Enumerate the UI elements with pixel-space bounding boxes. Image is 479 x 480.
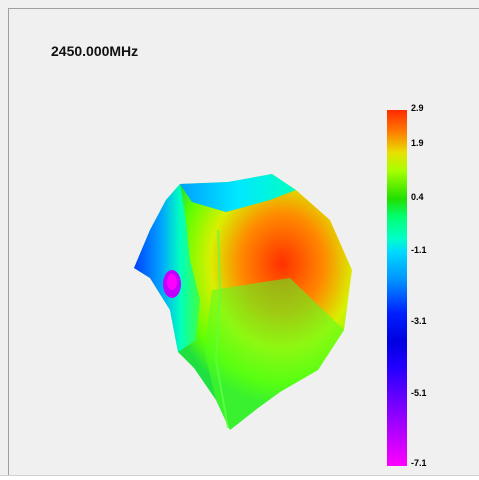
- scale-tick-1: 1.9: [411, 138, 424, 148]
- scale-tick-5: -5.1: [411, 388, 427, 398]
- scale-tick-2: 0.4: [411, 192, 424, 202]
- radiation-pattern-3d[interactable]: [120, 160, 370, 440]
- pattern-left-lobe: [134, 184, 200, 352]
- scale-tick-max: 2.9: [411, 103, 424, 113]
- scale-tick-min: -7.1: [411, 458, 427, 468]
- color-scale-bar: [387, 110, 407, 466]
- frequency-label: 2450.000MHz: [51, 43, 139, 59]
- scale-tick-3: -1.1: [411, 245, 427, 255]
- pattern-top-band: [180, 174, 296, 212]
- pattern-lower-face: [204, 278, 344, 430]
- scale-tick-4: -3.1: [411, 316, 427, 326]
- status-strip: [0, 475, 479, 480]
